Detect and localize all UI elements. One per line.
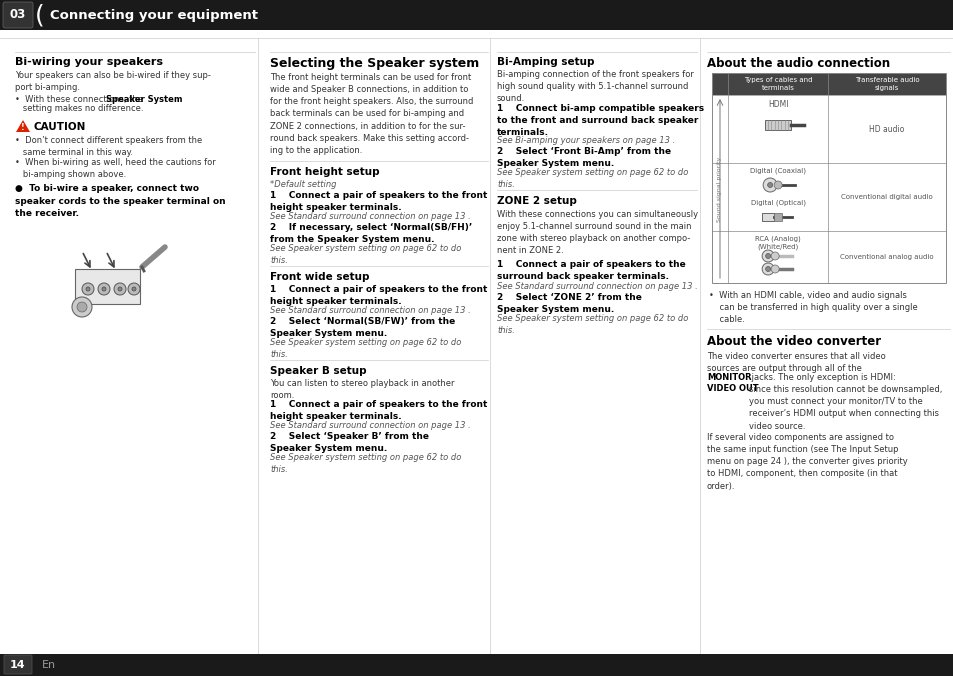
Text: Conventional analog audio: Conventional analog audio (840, 254, 933, 260)
Bar (711, 73, 945, 95)
Text: Selecting the Speaker system: Selecting the Speaker system (270, 57, 478, 70)
Text: Transferable audio
signals: Transferable audio signals (854, 77, 919, 91)
Text: Bi-wiring your speakers: Bi-wiring your speakers (15, 57, 163, 67)
Text: Your speakers can also be bi-wired if they sup-
port bi-amping.: Your speakers can also be bi-wired if th… (15, 71, 211, 92)
Text: setting makes no difference.: setting makes no difference. (15, 104, 143, 113)
Text: RCA (Analog)
(White/Red): RCA (Analog) (White/Red) (755, 236, 801, 251)
Text: •  Don’t connect different speakers from the
   same terminal in this way.: • Don’t connect different speakers from … (15, 136, 202, 157)
Text: See Speaker system setting on page 62 to do
this.: See Speaker system setting on page 62 to… (497, 168, 688, 189)
Circle shape (118, 287, 122, 291)
Text: jacks. The only exception is HDMI:
since this resolution cannot be downsampled,
: jacks. The only exception is HDMI: since… (748, 373, 942, 431)
Bar (761, 213, 773, 221)
Text: Digital (Optical): Digital (Optical) (750, 199, 804, 206)
Circle shape (765, 254, 770, 258)
Bar (711, 73, 945, 283)
Text: (: ( (35, 3, 45, 27)
Text: See Standard surround connection on page 13 .: See Standard surround connection on page… (270, 421, 470, 430)
Circle shape (761, 250, 773, 262)
Text: 1    Connect bi-amp compatible speakers
to the front and surround back speaker
t: 1 Connect bi-amp compatible speakers to … (497, 104, 703, 137)
Text: !: ! (21, 124, 25, 132)
Circle shape (98, 283, 110, 295)
Text: See Speaker system setting on page 62 to do
this.: See Speaker system setting on page 62 to… (497, 314, 688, 335)
Text: HD audio: HD audio (868, 124, 903, 133)
Text: Front height setup: Front height setup (270, 167, 379, 177)
Text: •  With an HDMI cable, video and audio signals
    can be transferred in high qu: • With an HDMI cable, video and audio si… (708, 291, 917, 324)
Text: Bi-amping connection of the front speakers for
high sound quality with 5.1-chann: Bi-amping connection of the front speake… (497, 70, 693, 103)
Bar (75, 269, 140, 304)
Text: See Standard surround connection on page 13 .: See Standard surround connection on page… (270, 306, 470, 315)
Circle shape (132, 287, 136, 291)
Bar (0, 0, 953, 30)
Circle shape (767, 183, 772, 187)
Text: The front height terminals can be used for front
wide and Speaker B connections,: The front height terminals can be used f… (270, 73, 473, 155)
Text: En: En (42, 660, 56, 670)
Circle shape (113, 283, 126, 295)
Circle shape (86, 287, 90, 291)
Text: ●  To bi-wire a speaker, connect two
speaker cords to the speaker terminal on
th: ● To bi-wire a speaker, connect two spea… (15, 184, 226, 218)
Text: 2    Select ‘ZONE 2’ from the
Speaker System menu.: 2 Select ‘ZONE 2’ from the Speaker Syste… (497, 293, 641, 314)
Circle shape (770, 252, 779, 260)
Text: Front wide setup: Front wide setup (270, 272, 369, 282)
Circle shape (773, 181, 781, 189)
Text: 1    Connect a pair of speakers to the front
height speaker terminals.: 1 Connect a pair of speakers to the fron… (270, 400, 487, 420)
Polygon shape (16, 120, 30, 132)
Text: 1    Connect a pair of speakers to the front
height speaker terminals.: 1 Connect a pair of speakers to the fron… (270, 285, 487, 306)
Text: About the video converter: About the video converter (706, 335, 881, 348)
FancyBboxPatch shape (3, 2, 33, 28)
Text: CAUTION: CAUTION (34, 122, 87, 132)
Text: See Speaker system setting on page 62 to do
this.: See Speaker system setting on page 62 to… (270, 338, 461, 359)
Circle shape (82, 283, 94, 295)
Circle shape (765, 266, 770, 272)
Text: Speaker B setup: Speaker B setup (270, 366, 366, 376)
Circle shape (102, 287, 106, 291)
Text: 14: 14 (10, 660, 26, 670)
FancyBboxPatch shape (4, 655, 32, 674)
Text: 2    Select ‘Speaker B’ from the
Speaker System menu.: 2 Select ‘Speaker B’ from the Speaker Sy… (270, 432, 429, 453)
Text: 1    Connect a pair of speakers to the
surround back speaker terminals.: 1 Connect a pair of speakers to the surr… (497, 260, 685, 281)
Text: •  With these connections, the: • With these connections, the (15, 95, 146, 104)
Text: See Bi-amping your speakers on page 13 .: See Bi-amping your speakers on page 13 . (497, 136, 675, 145)
Text: See Speaker system setting on page 62 to do
this.: See Speaker system setting on page 62 to… (270, 453, 461, 474)
Text: See Speaker system setting on page 62 to do
this.: See Speaker system setting on page 62 to… (270, 244, 461, 265)
Text: 2    Select ‘Front Bi-Amp’ from the
Speaker System menu.: 2 Select ‘Front Bi-Amp’ from the Speaker… (497, 147, 670, 168)
Text: 2    Select ‘Normal(SB/FW)’ from the
Speaker System menu.: 2 Select ‘Normal(SB/FW)’ from the Speake… (270, 317, 455, 338)
Circle shape (77, 302, 87, 312)
Bar (773, 213, 781, 221)
Text: Speaker System: Speaker System (106, 95, 182, 104)
Text: MONITOR
VIDEO OUT: MONITOR VIDEO OUT (706, 373, 758, 393)
Text: Connecting your equipment: Connecting your equipment (50, 9, 257, 22)
Text: Sound signal priority: Sound signal priority (717, 156, 721, 222)
Text: Digital (Coaxial): Digital (Coaxial) (749, 167, 805, 174)
Text: •  When bi-wiring as well, heed the cautions for
   bi-amping shown above.: • When bi-wiring as well, heed the cauti… (15, 158, 215, 178)
Text: 1    Connect a pair of speakers to the front
height speaker terminals.: 1 Connect a pair of speakers to the fron… (270, 191, 487, 212)
Text: Conventional digital audio: Conventional digital audio (841, 194, 932, 200)
Text: About the audio connection: About the audio connection (706, 57, 889, 70)
Text: Bi-Amping setup: Bi-Amping setup (497, 57, 594, 67)
Text: 03: 03 (10, 9, 26, 22)
Circle shape (761, 263, 773, 275)
Bar (0, 654, 953, 676)
Text: HDMI: HDMI (767, 100, 787, 109)
Circle shape (71, 297, 91, 317)
Text: If several video components are assigned to
the same input function (see The Inp: If several video components are assigned… (706, 433, 907, 491)
Text: 2    If necessary, select ‘Normal(SB/FH)’
from the Speaker System menu.: 2 If necessary, select ‘Normal(SB/FH)’ f… (270, 223, 472, 244)
Circle shape (770, 265, 779, 273)
Text: The video converter ensures that all video
sources are output through all of the: The video converter ensures that all vid… (706, 352, 884, 373)
Bar (764, 120, 790, 130)
Text: See Standard surround connection on page 13 .: See Standard surround connection on page… (270, 212, 470, 221)
Text: You can listen to stereo playback in another
room.: You can listen to stereo playback in ano… (270, 379, 454, 400)
Text: With these connections you can simultaneously
enjoy 5.1-channel surround sound i: With these connections you can simultane… (497, 210, 698, 256)
Circle shape (762, 178, 777, 192)
Text: See Standard surround connection on page 13 .: See Standard surround connection on page… (497, 282, 697, 291)
Text: *Default setting: *Default setting (270, 180, 336, 189)
Text: Types of cables and
terminals: Types of cables and terminals (743, 77, 812, 91)
Circle shape (128, 283, 140, 295)
Text: ZONE 2 setup: ZONE 2 setup (497, 196, 577, 206)
